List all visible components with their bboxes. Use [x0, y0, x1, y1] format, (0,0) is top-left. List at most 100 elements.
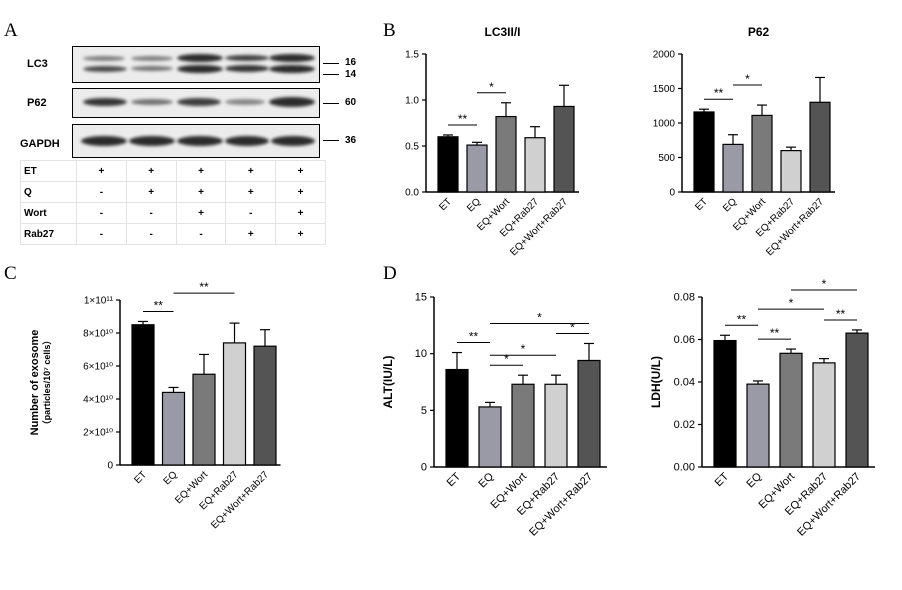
bar-eq-rab27: [544, 383, 568, 468]
bar-eq-wort: [495, 115, 517, 193]
bar-eq: [466, 144, 488, 193]
x-tick-label: ET: [445, 470, 464, 489]
y-tick-label: 1.5: [405, 50, 419, 61]
y-tick-label: 0.04: [674, 377, 695, 389]
condition-cell: -: [175, 223, 227, 245]
y-tick-label: 0.0: [405, 188, 419, 199]
condition-cell: +: [275, 160, 326, 182]
bar-eq-wort-rab27: [253, 345, 277, 466]
condition-cell: -: [76, 223, 127, 245]
bar-eq: [722, 143, 744, 193]
bar-eq-rab27: [524, 137, 546, 193]
condition-cell: +: [275, 202, 326, 224]
chart-lc3-ratio: LC3II/I0.00.51.01.5ET EQEQ+WortEQ+Rab27EQ…: [405, 25, 579, 258]
condition-row-wort: Wort - - + - +: [20, 202, 326, 224]
bar-eq: [478, 406, 502, 468]
condition-cell: +: [225, 160, 277, 182]
significance-label: **: [458, 112, 468, 126]
condition-cell: +: [225, 223, 277, 245]
bar-et: [445, 368, 469, 468]
condition-cell: -: [225, 202, 277, 224]
y-tick-label: 0.06: [674, 334, 695, 346]
panel-letter-c: C: [4, 263, 17, 284]
treatment-condition-table: ET + + + + + Q - + + + + Wort - - + - + Rab27- - - + +: [20, 160, 326, 245]
x-tick-label: EQ+Wort+Rab27: [209, 469, 271, 531]
x-tick-label: EQ+Wort+Rab27: [527, 471, 595, 539]
significance-label: **: [469, 330, 479, 344]
significance-label: **: [714, 86, 724, 100]
condition-label: ET: [20, 160, 77, 182]
bar-eq-wort: [751, 114, 773, 193]
bar-eq: [161, 391, 186, 466]
condition-cell: +: [275, 181, 326, 203]
significance-label: *: [570, 320, 575, 334]
significance-label: **: [770, 326, 780, 340]
significance-label: *: [521, 342, 526, 356]
bar-eq-rab27: [780, 150, 802, 193]
significance-label: *: [745, 72, 750, 86]
blot-p62-image: [72, 88, 320, 118]
y-tick-label: 0.00: [674, 462, 695, 474]
bar-eq-wort-rab27: [809, 101, 831, 193]
significance-label: *: [822, 277, 827, 291]
y-tick-label: 2000: [653, 50, 676, 61]
x-tick-label: EQ: [476, 470, 496, 490]
condition-cell: -: [125, 202, 177, 224]
condition-row-rab27: Rab27- - - + +: [20, 223, 326, 245]
kda-label-60: 60: [345, 97, 357, 108]
kda-label-16: 16: [345, 57, 357, 68]
x-tick-label: ET: [437, 196, 454, 213]
significance-label: *: [489, 80, 494, 94]
bar-eq-wort-rab27: [845, 332, 869, 468]
y-axis-sublabel: （particles/10⁷ cells）: [42, 336, 52, 430]
bar-eq: [746, 383, 770, 468]
y-tick-label: 0.08: [674, 292, 695, 304]
panel-letter-b: B: [383, 20, 396, 41]
blot-lc3-image: [72, 46, 320, 83]
y-tick-label: 15: [415, 292, 427, 304]
condition-cell: +: [175, 181, 227, 203]
western-blot-panel: LC3 16 14 P62 60 GAPDH 36 ET + + + + + Q - + + + + W…: [0, 0, 380, 250]
y-tick-label: 0.02: [674, 419, 695, 431]
condition-cell: +: [125, 160, 177, 182]
condition-label: Rab27: [20, 223, 77, 245]
significance-label: **: [836, 307, 846, 321]
bar-et: [437, 136, 459, 193]
condition-cell: -: [76, 181, 127, 203]
significance-label: *: [789, 296, 794, 310]
bar-et: [693, 111, 715, 193]
y-tick-label: 10: [415, 348, 427, 360]
blot-label-gapdh: GAPDH: [20, 138, 60, 150]
significance-label: **: [737, 312, 747, 326]
x-tick-label: EQ+Wort+Rab27: [795, 471, 863, 539]
y-tick-label: 8×10¹⁰: [83, 329, 113, 340]
condition-label: Wort: [20, 202, 77, 224]
condition-label: Q: [20, 181, 77, 203]
x-tick-label: ET: [132, 469, 149, 486]
y-tick-label: 0: [421, 462, 427, 474]
y-tick-label: 5: [421, 405, 427, 417]
kda-label-14: 14: [345, 69, 357, 80]
condition-cell: -: [125, 223, 177, 245]
significance-label: **: [199, 280, 209, 294]
bar-eq-wort: [779, 352, 803, 468]
significance-label: *: [504, 352, 509, 366]
x-tick-label: EQ: [744, 470, 764, 490]
condition-cell: +: [225, 181, 277, 203]
y-axis-label: Number of exosome: [29, 330, 41, 436]
y-tick-label: 0.5: [405, 142, 419, 153]
y-tick-label: 500: [658, 153, 675, 164]
bar-eq-wort: [511, 383, 535, 468]
y-tick-label: 1500: [653, 84, 676, 95]
condition-cell: +: [125, 181, 177, 203]
significance-label: *: [537, 310, 542, 324]
condition-cell: +: [175, 202, 227, 224]
y-tick-label: 2×10¹⁰: [83, 428, 113, 439]
condition-cell: -: [76, 202, 127, 224]
panel-letter-d: D: [383, 263, 397, 284]
condition-cell: +: [275, 223, 326, 245]
x-tick-label: ET: [693, 196, 710, 213]
